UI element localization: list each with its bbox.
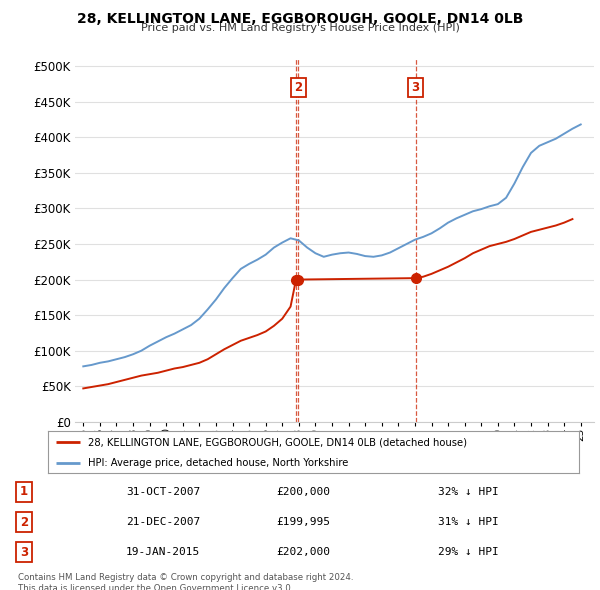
Text: 29% ↓ HPI: 29% ↓ HPI [438, 548, 499, 558]
Text: HPI: Average price, detached house, North Yorkshire: HPI: Average price, detached house, Nort… [88, 458, 348, 467]
Text: £200,000: £200,000 [276, 487, 330, 497]
Text: 28, KELLINGTON LANE, EGGBOROUGH, GOOLE, DN14 0LB: 28, KELLINGTON LANE, EGGBOROUGH, GOOLE, … [77, 12, 523, 26]
Text: 2: 2 [294, 81, 302, 94]
Text: 3: 3 [20, 546, 28, 559]
Text: 1: 1 [20, 486, 28, 499]
Text: £199,995: £199,995 [276, 517, 330, 527]
Text: 21-DEC-2007: 21-DEC-2007 [126, 517, 200, 527]
Text: 32% ↓ HPI: 32% ↓ HPI [438, 487, 499, 497]
Text: Price paid vs. HM Land Registry's House Price Index (HPI): Price paid vs. HM Land Registry's House … [140, 23, 460, 33]
Text: 2: 2 [20, 516, 28, 529]
Text: 31-OCT-2007: 31-OCT-2007 [126, 487, 200, 497]
Text: 19-JAN-2015: 19-JAN-2015 [126, 548, 200, 558]
Text: 31% ↓ HPI: 31% ↓ HPI [438, 517, 499, 527]
Text: Contains HM Land Registry data © Crown copyright and database right 2024.
This d: Contains HM Land Registry data © Crown c… [18, 573, 353, 590]
Text: 3: 3 [412, 81, 420, 94]
Text: 28, KELLINGTON LANE, EGGBOROUGH, GOOLE, DN14 0LB (detached house): 28, KELLINGTON LANE, EGGBOROUGH, GOOLE, … [88, 437, 467, 447]
Text: £202,000: £202,000 [276, 548, 330, 558]
